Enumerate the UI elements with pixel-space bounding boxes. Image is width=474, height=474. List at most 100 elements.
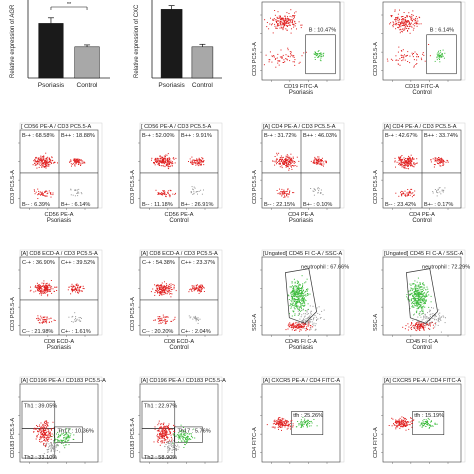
event-dot — [43, 444, 44, 446]
event-dot — [291, 281, 293, 283]
event-dot — [307, 325, 309, 327]
event-dot — [427, 288, 429, 290]
event-dot — [163, 427, 164, 429]
event-dot — [165, 426, 166, 428]
event-dot — [404, 164, 406, 166]
event-dot — [307, 322, 309, 324]
category-label: Psoriasis — [158, 82, 185, 89]
event-dot — [420, 292, 422, 294]
event-dot — [423, 324, 425, 326]
event-dot — [287, 19, 289, 20]
event-dot — [42, 285, 44, 287]
event-dot — [50, 429, 52, 430]
event-dot — [302, 290, 304, 292]
event-dot — [417, 284, 419, 286]
event-dot — [410, 324, 412, 326]
event-dot — [48, 430, 50, 432]
event-dot — [161, 160, 163, 162]
event-dot — [410, 25, 412, 27]
event-dot — [292, 161, 294, 163]
event-dot — [411, 289, 413, 291]
event-dot — [181, 436, 183, 438]
event-dot — [405, 164, 407, 166]
event-dot — [281, 192, 283, 194]
event-dot — [427, 417, 429, 419]
event-dot — [410, 19, 412, 21]
event-dot — [439, 165, 441, 167]
event-dot — [403, 159, 405, 160]
event-dot — [170, 428, 171, 430]
event-dot — [80, 160, 82, 162]
event-dot — [288, 424, 290, 426]
event-dot — [286, 26, 288, 27]
event-dot — [177, 448, 179, 450]
event-dot — [420, 422, 422, 424]
event-dot — [201, 163, 202, 165]
event-dot — [171, 438, 173, 440]
event-dot — [307, 293, 309, 294]
event-dot — [163, 293, 165, 295]
event-dot — [194, 288, 195, 290]
event-dot — [194, 315, 196, 317]
event-dot — [314, 189, 316, 191]
event-dot — [301, 314, 303, 316]
event-dot — [62, 429, 64, 431]
event-dot — [74, 161, 76, 163]
event-dot — [47, 451, 49, 453]
event-dot — [280, 159, 281, 160]
event-dot — [282, 19, 284, 21]
event-dot — [50, 442, 52, 444]
event-dot — [442, 55, 444, 57]
event-dot — [438, 55, 440, 57]
quadrant-label: C-- : 21.98% — [22, 329, 53, 335]
event-dot — [438, 187, 440, 189]
event-dot — [36, 157, 38, 159]
event-dot — [402, 421, 404, 423]
event-dot — [422, 293, 424, 295]
event-dot — [314, 59, 316, 60]
event-dot — [163, 433, 165, 435]
event-dot — [406, 296, 408, 298]
event-dot — [398, 159, 400, 161]
event-dot — [274, 23, 276, 25]
event-dot — [394, 157, 396, 159]
event-dot — [404, 59, 406, 61]
event-dot — [286, 191, 288, 192]
event-dot — [402, 18, 403, 20]
event-dot — [162, 437, 164, 439]
event-dot — [165, 432, 167, 434]
event-dot — [291, 168, 293, 170]
event-dot — [40, 162, 42, 164]
event-dot — [283, 19, 285, 21]
event-dot — [36, 318, 38, 320]
event-dot — [421, 303, 423, 305]
event-dot — [198, 162, 200, 164]
event-dot — [279, 60, 281, 62]
event-dot — [39, 429, 41, 430]
event-dot — [399, 422, 400, 424]
event-dot — [192, 160, 194, 162]
event-dot — [442, 162, 444, 164]
event-dot — [420, 293, 422, 295]
event-dot — [76, 283, 78, 285]
event-dot — [34, 160, 36, 162]
event-dot — [73, 159, 75, 161]
event-dot — [403, 157, 405, 159]
event-dot — [419, 305, 421, 307]
event-dot — [43, 426, 45, 428]
event-dot — [75, 288, 77, 290]
event-dot — [285, 424, 287, 426]
event-dot — [45, 437, 47, 439]
event-dot — [82, 287, 84, 289]
event-dot — [56, 290, 58, 291]
event-dot — [286, 195, 287, 197]
event-dot — [171, 165, 173, 167]
gate-label: B : 10.47% — [309, 28, 336, 34]
event-dot — [165, 158, 167, 160]
event-dot — [195, 316, 197, 318]
event-dot — [183, 427, 184, 428]
event-dot — [296, 165, 298, 167]
event-dot — [415, 293, 416, 295]
event-dot — [195, 162, 197, 164]
event-dot — [57, 436, 59, 437]
